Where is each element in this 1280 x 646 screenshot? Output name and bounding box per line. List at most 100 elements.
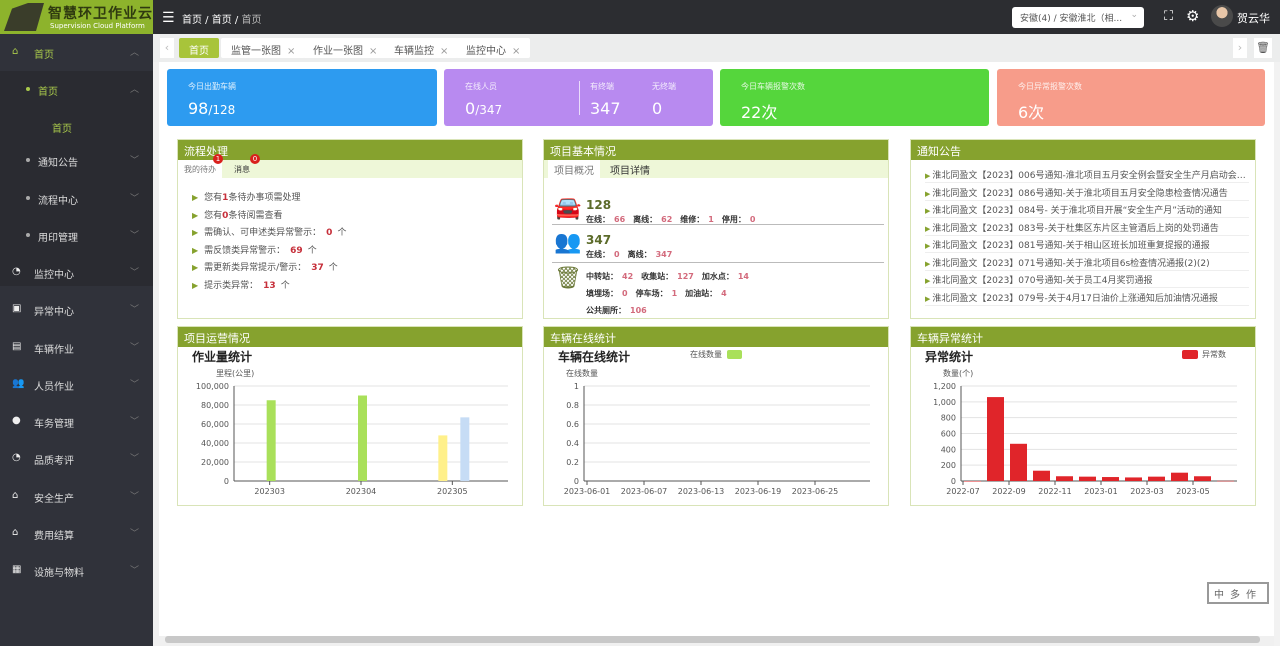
breadcrumb-item[interactable]: 首页 (182, 15, 202, 26)
chevron-down-icon: ﹀ (130, 417, 140, 427)
sidebar-item-safety[interactable]: ⌂ 安全生产 ﹀ (0, 478, 153, 515)
tab-my-todo[interactable]: 我的待办 1 (178, 154, 223, 178)
notice-item[interactable]: ▶ 淮北同盈文【2023】006号通知-淮北项目五月安全例会暨安全生产月启动会议纪… (925, 165, 1249, 183)
badge: 1 (213, 154, 223, 164)
todo-count: 1 (222, 193, 229, 203)
sidebar-item-quality[interactable]: ◔ 品质考评 ﹀ (0, 440, 153, 477)
tab-supervision-map[interactable]: 监管一张图 × (221, 38, 306, 58)
sidebar-item-facilities[interactable]: ▦ 设施与物料 ﹀ (0, 552, 153, 589)
notice-item[interactable]: ▶ 淮北同盈文【2023】070号通知-关于员工4月奖罚通报 (925, 270, 1249, 288)
avatar[interactable] (1211, 5, 1233, 27)
sidebar-item-billing[interactable]: ⌂ 费用结算 ﹀ (0, 515, 153, 552)
stat-value: 0 (465, 99, 476, 118)
bar (1125, 477, 1142, 481)
sidebar-item-monitor[interactable]: ◔ 监控中心 ﹀ (0, 254, 153, 291)
stat-value: 66 (614, 215, 626, 224)
todo-item[interactable]: ▶ 您有0条待阅需查看 (192, 208, 282, 221)
bar (1033, 470, 1050, 481)
notice-title: 淮北同盈文【2023】084号- 关于淮北项目开展“安全生产月”活动的通知 (932, 206, 1222, 216)
tab-messages[interactable]: 消息 0 (228, 154, 260, 178)
close-icon[interactable]: × (440, 46, 449, 57)
stat-card-staff[interactable]: 在线人员 0/347 有终端 347 无终端 0 (444, 69, 713, 126)
staff-total: 347 (586, 233, 612, 247)
menu-fold-icon[interactable]: ☰ (162, 10, 175, 26)
tab-vehicle-monitor[interactable]: 车辆监控 × (384, 38, 459, 58)
bar (964, 481, 981, 482)
notice-item[interactable]: ▶ 淮北同盈文【2023】081号通知-关于相山区班长加班重复提报的通报 (925, 235, 1249, 253)
stat-card-vehicles[interactable]: 今日出勤车辆 98/128 (167, 69, 437, 126)
stat-card-vehicle-alarms[interactable]: 今日车辆报警次数 22次 (720, 69, 989, 126)
x-tick-label: 2022-07 (946, 487, 979, 496)
close-icon[interactable]: × (369, 46, 378, 57)
bar (1148, 476, 1165, 481)
stat-label: 填埋场： (586, 289, 618, 298)
sidebar-item-label: 费用结算 (34, 531, 74, 542)
sidebar-item-abnormal[interactable]: ▣ 异常中心 ﹀ (0, 291, 153, 328)
stat-total: /128 (208, 103, 236, 117)
y-tick-label: 1,000 (933, 398, 956, 407)
todo-item[interactable]: ▶ 提示类异常： 13 个 (192, 278, 290, 291)
stat-label: 今日车辆报警次数 (741, 82, 805, 91)
sidebar-item-process[interactable]: 流程中心 ﹀ (0, 180, 153, 217)
tabs-scroll-left[interactable]: ‹ (160, 38, 174, 58)
tab-project-details[interactable]: 项目详情 (610, 166, 650, 177)
close-icon[interactable]: × (287, 46, 296, 57)
bar (438, 435, 448, 481)
badge: 0 (250, 154, 260, 164)
sidebar: ⌂ 首页 ︿ 首页 ︿ 首页 通知公告 ﹀ 流程中心 ﹀ 用印管理 ﹀ ◔ 监控中心 ﹀ ▣ 异常… (0, 34, 153, 646)
sidebar-item-fleet[interactable]: ● 车务管理 ﹀ (0, 403, 153, 440)
vertical-scrollbar[interactable] (1274, 62, 1280, 646)
fullscreen-icon[interactable]: ⛶ (1164, 9, 1174, 24)
stat-value: 6次 (1018, 103, 1045, 122)
triangle-right-icon: ▶ (925, 277, 931, 285)
todo-count: 69 (290, 245, 303, 256)
close-icon[interactable]: × (512, 46, 521, 57)
notice-item[interactable]: ▶ 淮北同盈文【2023】086号通知-关于淮北项目五月安全隐患检查情况通告 (925, 183, 1249, 201)
tab-work-map[interactable]: 作业一张图 × (303, 38, 388, 58)
notice-item[interactable]: ▶ 淮北同盈文【2023】083号-关于杜集区东片区主管酒后上岗的处罚通告 (925, 218, 1249, 236)
tab-home[interactable]: 首页 (179, 38, 219, 58)
stat-value: 0 (652, 99, 663, 118)
triangle-right-icon: ▶ (925, 189, 931, 198)
project-panel: 项目基本情况 项目概况 项目详情 🚘 128 在线： 66 离线： 62 维修： 1 停用：… (543, 139, 889, 319)
sidebar-item-label: 设施与物料 (34, 568, 84, 579)
notice-item[interactable]: ▶ 淮北同盈文【2023】084号- 关于淮北项目开展“安全生产月”活动的通知 (925, 200, 1249, 218)
notice-item[interactable]: ▶ 淮北同盈文【2023】079号-关于4月17日油价上涨通知后加油情况通报 (925, 288, 1249, 306)
x-tick-label: 2023-01 (1084, 487, 1117, 496)
org-select[interactable]: 安徽(4) / 安徽淮北（相... ⌄ (1012, 7, 1144, 28)
stat-label: 收集站： (641, 272, 674, 281)
stat-label: 加水点： (701, 272, 734, 281)
tab-project-overview[interactable]: 项目概况 (548, 160, 600, 178)
sidebar-item-home-leaf[interactable]: 首页 (0, 108, 153, 145)
todo-item[interactable]: ▶ 需确认、可申述类异常警示： 0 个 (192, 225, 346, 238)
stat-value: 0 (614, 250, 620, 259)
watermark-stamp: 中多作 (1207, 582, 1269, 604)
sidebar-item-home[interactable]: ⌂ 首页 ︿ (0, 34, 153, 71)
bar (1010, 443, 1027, 481)
tabs-scroll-right[interactable]: › (1233, 38, 1247, 58)
stat-card-abnormal-alarms[interactable]: 今日异常报警次数 6次 (997, 69, 1265, 126)
sidebar-item-vehicle-ops[interactable]: ▤ 车辆作业 ﹀ (0, 329, 153, 366)
trash-icon[interactable]: 🗑 (1254, 38, 1272, 58)
gear-icon[interactable]: ⚙ (1186, 7, 1200, 25)
tab-monitor-center[interactable]: 监控中心 × (456, 38, 531, 58)
user-name[interactable]: 贺云华 (1237, 12, 1270, 25)
y-tick-label: 0.4 (566, 439, 579, 448)
breadcrumb-item[interactable]: 首页 (211, 15, 232, 26)
todo-item[interactable]: ▶ 您有1条待办事项需处理 (192, 190, 300, 203)
triangle-right-icon: ▶ (925, 259, 931, 268)
notice-item[interactable]: ▶ 淮北同盈文【2023】071号通知-关于淮北项目6s检查情况通报(2)(2) (925, 253, 1249, 271)
sidebar-item-staff-ops[interactable]: 👥 人员作业 ﹀ (0, 366, 153, 403)
bar (1194, 476, 1211, 481)
bar (266, 400, 276, 481)
stat-value: 4 (721, 289, 727, 298)
sidebar-item-notices[interactable]: 通知公告 ﹀ (0, 142, 153, 179)
sidebar-item-seal[interactable]: 用印管理 ﹀ (0, 217, 153, 254)
todo-text: 提示类异常： (204, 280, 259, 291)
notice-title: 淮北同盈文【2023】006号通知-淮北项目五月安全例会暨安全生产月启动会议纪要 (932, 171, 1249, 181)
todo-item[interactable]: ▶ 需反馈类异常警示： 69 个 (192, 243, 317, 256)
chevron-down-icon: ﹀ (130, 454, 140, 464)
sidebar-item-home-sub[interactable]: 首页 ︿ (0, 71, 153, 108)
todo-item[interactable]: ▶ 需更新类异常提示/警示： 37 个 (192, 260, 338, 273)
horizontal-scrollbar[interactable] (165, 636, 1260, 643)
